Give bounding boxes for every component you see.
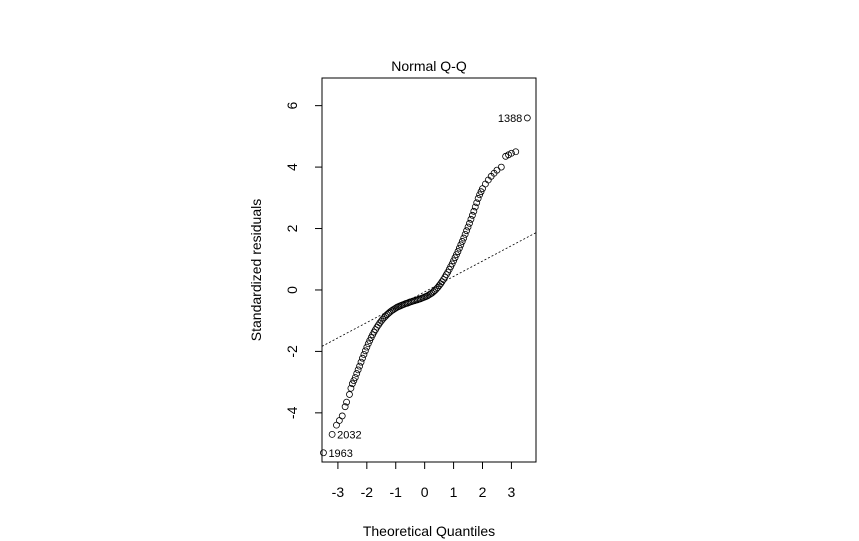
plot-frame: [321, 77, 537, 463]
data-point: [448, 260, 456, 268]
data-point: [348, 380, 356, 388]
data-point: [455, 244, 463, 252]
chart-title: Normal Q-Q: [391, 58, 467, 74]
data-point: [451, 254, 459, 262]
data-point: [464, 223, 472, 231]
data-point: [450, 257, 457, 265]
x-tick-label: -3: [332, 484, 345, 500]
data-point: [346, 391, 353, 398]
data-point: [471, 203, 479, 211]
data-point: [460, 234, 468, 242]
data-point: [357, 358, 365, 366]
data-point: [364, 340, 372, 348]
data-point: [360, 351, 368, 358]
outlier-label: 1388: [498, 113, 522, 125]
outlier-label: 2032: [337, 429, 361, 441]
data-point: [508, 149, 515, 157]
data-point: [454, 248, 462, 255]
data-point: [347, 384, 355, 392]
x-tick-label: 2: [479, 484, 487, 500]
x-tick-label: -1: [390, 484, 403, 500]
y-axis: -4 -2 0 2 4 6: [284, 102, 323, 419]
data-point: [353, 370, 361, 377]
data-point: [497, 163, 505, 171]
data-point: [467, 215, 475, 223]
y-axis-title: Standardized residuals: [248, 199, 264, 341]
data-point: [374, 321, 382, 329]
outlier-labels-group: 1388 2032 1963: [328, 113, 522, 460]
outlier-label: 1963: [328, 448, 352, 460]
data-point: [463, 227, 470, 235]
data-point: [457, 241, 465, 249]
points-group: [320, 114, 531, 457]
x-tick-label: 3: [508, 484, 516, 500]
data-point: [356, 362, 363, 370]
data-point: [461, 230, 469, 238]
data-point: [354, 366, 362, 374]
data-point: [361, 347, 369, 355]
data-point: [350, 377, 358, 384]
data-point: [363, 343, 371, 351]
data-point: [320, 449, 327, 457]
data-point: [474, 195, 482, 202]
data-point: [351, 374, 359, 381]
x-tick-label: -2: [361, 484, 374, 500]
data-point: [468, 211, 476, 219]
data-point: [476, 191, 484, 199]
data-point: [359, 354, 366, 362]
data-point: [466, 219, 473, 227]
data-point: [343, 398, 350, 406]
y-tick-label: 0: [284, 286, 300, 294]
x-axis: -3 -2 -1 0 1 2 3: [332, 461, 516, 500]
data-point: [338, 412, 346, 420]
data-point: [523, 114, 531, 122]
data-point: [328, 430, 336, 438]
x-tick-label: 0: [421, 484, 429, 500]
data-point: [453, 251, 460, 259]
y-tick-label: 4: [284, 163, 300, 171]
data-point: [481, 180, 489, 188]
y-tick-label: -2: [284, 345, 300, 358]
data-point: [458, 238, 466, 245]
reference-line: [322, 232, 536, 347]
data-point: [341, 403, 349, 411]
y-tick-label: 6: [284, 102, 300, 110]
y-tick-label: -4: [284, 406, 300, 419]
data-point: [512, 148, 520, 156]
data-point: [477, 188, 485, 196]
x-axis-title: Theoretical Quantiles: [363, 523, 495, 539]
data-point: [473, 199, 481, 207]
y-tick-label: 2: [284, 224, 300, 232]
data-point: [470, 207, 478, 215]
x-tick-label: 1: [450, 484, 458, 500]
data-point: [366, 337, 374, 345]
reference-line-group: [322, 232, 536, 347]
